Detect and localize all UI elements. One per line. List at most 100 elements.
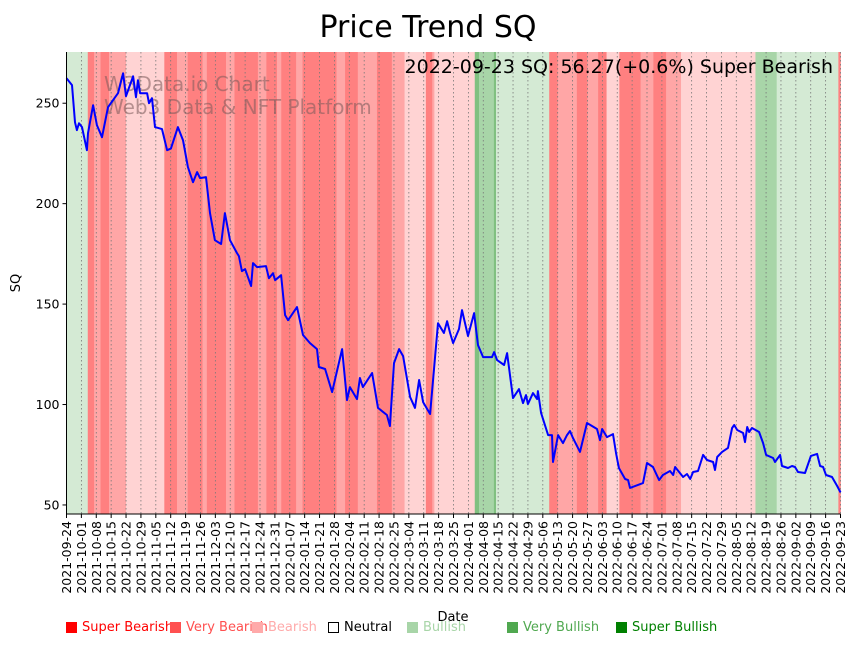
x-tick-label: 2022-08-26: [773, 521, 788, 594]
x-tick-label: 2022-02-25: [386, 521, 401, 594]
x-tick-label: 2021-11-26: [193, 521, 208, 594]
legend-label: Bullish: [423, 620, 467, 635]
sentiment-band: [838, 52, 841, 514]
sentiment-band: [404, 52, 427, 514]
sentiment-band: [598, 52, 607, 514]
x-tick-label: 2022-05-06: [535, 521, 550, 594]
legend-swatch-icon: [170, 622, 181, 633]
x-tick-label: 2021-12-17: [238, 521, 253, 594]
x-tick-label: 2022-03-04: [401, 521, 416, 594]
sentiment-band: [202, 52, 208, 514]
x-tick-label: 2022-04-29: [520, 521, 535, 594]
legend-swatch-icon: [507, 622, 518, 633]
x-tick-label: 2022-04-22: [506, 521, 521, 594]
x-tick-label: 2022-09-02: [788, 521, 803, 594]
legend-item: Bullish: [407, 620, 466, 635]
sentiment-band: [376, 52, 393, 514]
sentiment-bands: [66, 52, 841, 514]
watermark-line-2: Web3 Data & NFT Platform: [104, 95, 372, 119]
sentiment-band: [434, 52, 476, 514]
sentiment-band: [681, 52, 756, 514]
sentiment-band: [187, 52, 203, 514]
x-tick-label: 2021-10-08: [89, 521, 104, 594]
sentiment-band: [755, 52, 778, 514]
y-tick-label: 100: [36, 397, 60, 412]
sentiment-band: [557, 52, 578, 514]
x-tick-label: 2022-01-14: [297, 521, 312, 594]
sentiment-band: [606, 52, 620, 514]
x-tick-label: 2022-07-01: [654, 521, 669, 594]
x-tick-label: 2021-10-29: [133, 521, 148, 594]
x-tick-label: 2022-03-25: [446, 521, 461, 594]
x-tick-label: 2022-08-05: [729, 521, 744, 594]
x-tick-label: 2021-12-10: [223, 521, 238, 594]
sentiment-band: [266, 52, 278, 514]
legend-label: Very Bearish: [186, 620, 268, 635]
x-tick-label: 2022-03-11: [416, 521, 431, 594]
y-tick-label: 50: [44, 497, 60, 512]
sentiment-band: [666, 52, 682, 514]
sentiment-band: [493, 52, 497, 514]
sentiment-band: [619, 52, 641, 514]
x-tick-label: 2022-06-17: [625, 521, 640, 594]
legend-label: Bearish: [268, 620, 317, 635]
legend-item: Super Bearish: [66, 620, 173, 635]
x-tick-label: 2022-07-08: [669, 521, 684, 594]
sentiment-band: [257, 52, 267, 514]
x-tick-label: 2022-05-20: [565, 521, 580, 594]
y-tick-label: 200: [36, 196, 60, 211]
sentiment-band: [479, 52, 495, 514]
y-tick-label: 250: [36, 96, 60, 111]
x-tick-label: 2021-10-15: [104, 521, 119, 594]
legend-label: Neutral: [344, 620, 392, 635]
legend-item: Very Bullish: [507, 620, 599, 635]
sentiment-band: [432, 52, 435, 514]
x-tick-label: 2021-12-24: [253, 521, 268, 594]
chart-title: Price Trend SQ: [319, 10, 536, 45]
x-axis-ticks: 2021-09-24 2021-10-01 2021-10-08 2021-10-15…: [59, 514, 848, 594]
legend-swatch-icon: [407, 622, 418, 633]
legend-label: Very Bullish: [523, 620, 600, 635]
latest-price-annotation: 2022-09-23 SQ: 56.27(+0.6%) Super Bearis…: [405, 56, 833, 78]
sentiment-band: [225, 52, 235, 514]
sentiment-band: [94, 52, 101, 514]
y-axis-label: SQ: [9, 274, 24, 292]
legend-item: Neutral: [328, 620, 392, 635]
sentiment-band: [345, 52, 359, 514]
sentiment-band: [234, 52, 259, 514]
x-tick-label: 2022-01-07: [282, 521, 297, 594]
sentiment-band: [336, 52, 346, 514]
watermark: W3Data.io Chart Web3 Data & NFT Platform: [104, 72, 372, 119]
x-axis-label: Date: [437, 610, 468, 625]
sentiment-band: [177, 52, 189, 514]
x-tick-label: 2021-12-03: [208, 521, 223, 594]
sentiment-band: [587, 52, 599, 514]
x-tick-label: 2022-04-15: [491, 521, 506, 594]
legend-label: Super Bearish: [82, 620, 174, 635]
x-tick-label: 2021-11-05: [148, 521, 163, 594]
sentiment-band: [66, 52, 89, 514]
legend-item: Super Bullish: [616, 620, 717, 635]
x-tick-label: 2022-05-27: [580, 521, 595, 594]
legend-item: Very Bearish: [170, 620, 268, 635]
x-tick-label: 2022-02-04: [342, 521, 357, 594]
y-tick-label: 150: [36, 297, 60, 312]
x-tick-label: 2022-05-13: [550, 521, 565, 594]
x-tick-label: 2022-02-18: [372, 521, 387, 594]
y-axis-ticks: 50 100 150 200 250: [36, 96, 67, 512]
sentiment-band: [496, 52, 550, 514]
x-tick-label: 2022-01-21: [312, 521, 327, 594]
price-line: [65, 72, 842, 493]
sentiment-band: [357, 52, 378, 514]
x-tick-label: 2022-02-11: [357, 521, 372, 594]
legend-swatch-icon: [66, 622, 77, 633]
sentiment-band: [474, 52, 480, 514]
x-tick-label: 2022-04-08: [476, 521, 491, 594]
sentiment-band: [653, 52, 667, 514]
x-tick-label: 2022-09-23: [833, 521, 848, 594]
x-tick-label: 2021-11-19: [178, 521, 193, 594]
x-tick-label: 2021-10-22: [119, 521, 134, 594]
x-tick-label: 2022-03-18: [431, 521, 446, 594]
legend-item: Bearish: [252, 620, 317, 635]
